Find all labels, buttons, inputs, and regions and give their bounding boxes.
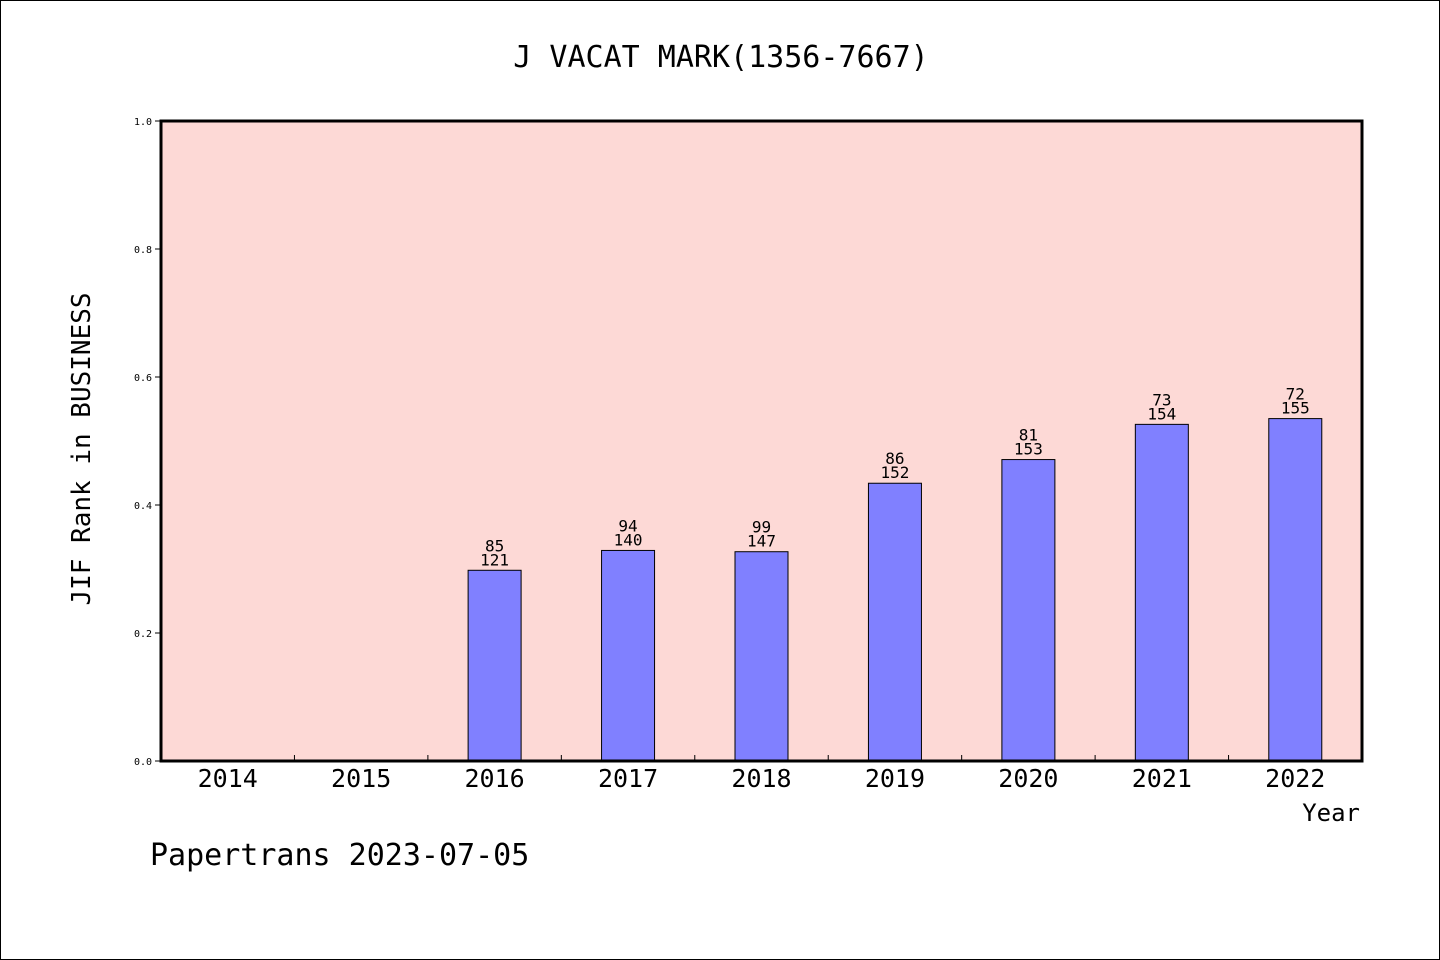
bar-2022 — [1268, 418, 1323, 762]
bar-2021 — [1134, 423, 1189, 762]
x-tick-label: 2022 — [1265, 764, 1325, 793]
y-tick-label: 0.0 — [134, 757, 152, 768]
data-label-rank: 94 — [618, 516, 637, 535]
data-label-total: 152 — [880, 463, 909, 482]
chart-title: J VACAT MARK(1356-7667) — [513, 40, 928, 75]
data-label-total: 140 — [614, 530, 643, 549]
bar-2019 — [867, 482, 922, 762]
y-tick-label: 1.0 — [134, 117, 152, 128]
x-tick-label: 2021 — [1132, 764, 1192, 793]
y-tick-label: 0.8 — [134, 245, 152, 256]
data-label-total: 153 — [1014, 440, 1043, 459]
bar-2020 — [1001, 459, 1056, 762]
x-tick-label: 2019 — [865, 764, 925, 793]
footer-date-credit: Papertrans 2023-07-05 — [150, 838, 529, 873]
y-axis-label: JIF Rank in BUSINESS — [67, 292, 97, 605]
bar-2016 — [467, 569, 522, 762]
data-label-total: 155 — [1281, 399, 1310, 418]
data-label-rank: 73 — [1152, 390, 1171, 409]
x-axis-label: Year — [1302, 799, 1360, 827]
bar-2018 — [734, 551, 789, 762]
data-label-total: 154 — [1147, 404, 1176, 423]
y-tick-label: 0.6 — [134, 373, 152, 384]
x-tick-label: 2020 — [998, 764, 1058, 793]
x-tick-label: 2015 — [331, 764, 391, 793]
data-label-total: 121 — [480, 550, 509, 569]
plot-border — [159, 119, 1364, 763]
data-label-rank: 99 — [752, 518, 771, 537]
x-tick-label: 2016 — [465, 764, 525, 793]
x-tick-label: 2018 — [731, 764, 791, 793]
data-label-rank: 86 — [885, 449, 904, 468]
y-tick-label: 0.4 — [134, 501, 152, 512]
data-label-rank: 85 — [485, 536, 504, 555]
data-label-total: 147 — [747, 532, 776, 551]
bar-2017 — [601, 549, 656, 762]
y-tick-label: 0.2 — [134, 629, 152, 640]
x-tick-label: 2017 — [598, 764, 658, 793]
data-label-rank: 72 — [1286, 385, 1305, 404]
data-label-rank: 81 — [1019, 426, 1038, 445]
x-tick-label: 2014 — [198, 764, 258, 793]
